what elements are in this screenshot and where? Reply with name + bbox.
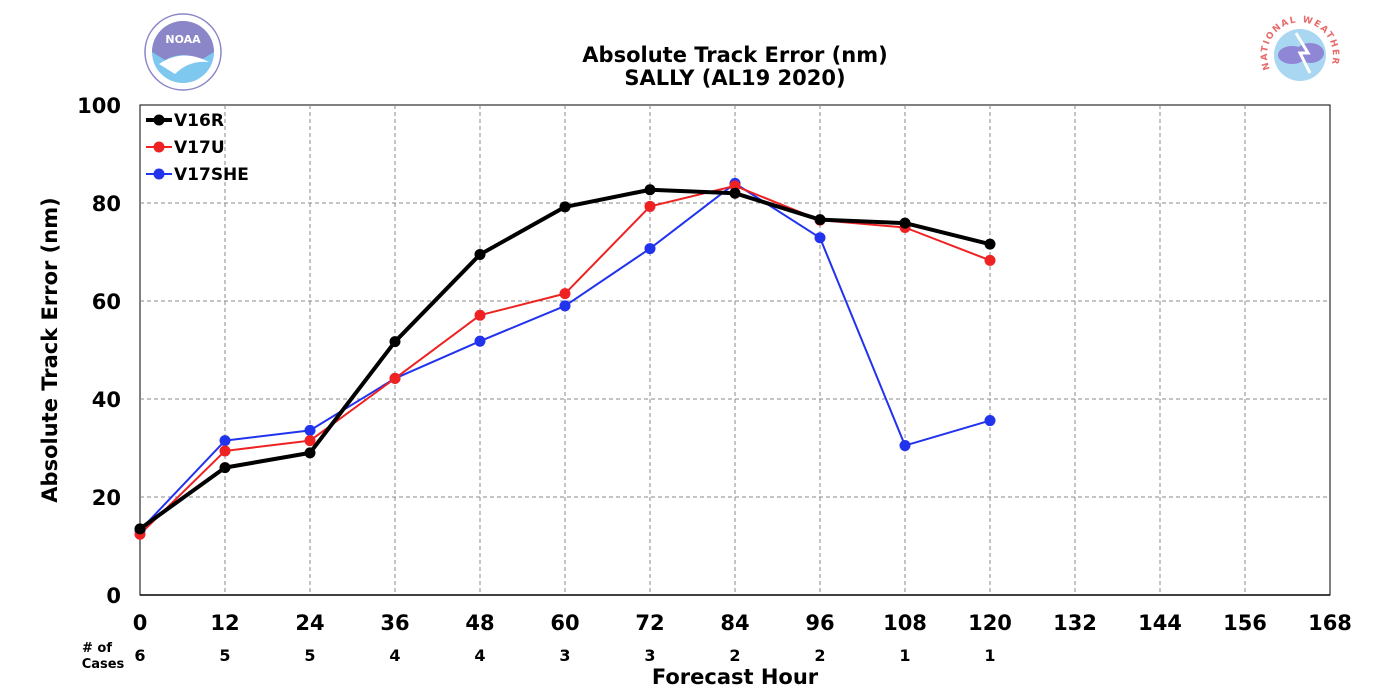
case-count: 3 [559,646,570,665]
legend-swatch-marker [153,141,165,153]
x-tick-label: 120 [968,611,1012,635]
data-point [219,445,231,457]
data-point [814,232,826,244]
x-tick-label: 36 [380,611,409,635]
cases-row: 6 5 5 4 4 3 3 2 2 1 1 [134,646,995,665]
case-count: 1 [899,646,910,665]
data-point [644,243,656,255]
x-axis-label: Forecast Hour [652,665,819,689]
x-tick-label: 144 [1138,611,1182,635]
case-count: 6 [134,646,145,665]
data-point [219,435,231,447]
data-point [984,415,996,427]
data-point [644,184,656,196]
data-point [304,424,316,436]
data-point [219,462,231,474]
data-point [984,238,996,250]
y-tick-label: 100 [77,94,121,118]
data-point [559,288,571,300]
series-v16r [134,184,996,535]
case-count: 3 [644,646,655,665]
data-point [644,200,656,212]
y-axis: 0 20 40 60 80 100 [77,94,121,608]
legend-swatch-marker [153,114,165,126]
legend: V16R V17U V17SHE [146,111,249,185]
data-point [134,523,146,535]
legend-entry-v17u: V17U [146,138,225,158]
x-tick-label: 0 [133,611,148,635]
case-count: 1 [984,646,995,665]
noaa-logo: NOAA [144,13,222,91]
data-point [474,309,486,321]
y-tick-label: 20 [92,486,121,510]
noaa-logo-text: NOAA [165,33,201,46]
y-tick-label: 0 [106,584,121,608]
data-point [389,336,401,348]
case-count: 4 [389,646,400,665]
data-point [984,254,996,266]
data-point [899,440,911,452]
x-tick-label: 84 [720,611,749,635]
data-point [899,217,911,229]
cases-label-line2: Cases [82,657,125,672]
data-point [304,435,316,447]
legend-label: V16R [174,111,224,131]
x-tick-label: 72 [635,611,664,635]
y-tick-label: 80 [92,192,121,216]
series-layer [134,177,996,540]
x-tick-label: 156 [1223,611,1267,635]
x-tick-label: 132 [1053,611,1097,635]
y-axis-label: Absolute Track Error (nm) [38,197,62,502]
x-tick-label: 48 [465,611,494,635]
legend-entry-v16r: V16R [146,111,224,131]
x-axis: 0 12 24 36 48 60 72 84 96 108 120 132 144 156 168 [133,594,1352,635]
data-point [729,187,741,199]
y-tick-label: 60 [92,290,121,314]
case-count: 5 [219,646,230,665]
grid [140,105,1330,595]
chart-title: Absolute Track Error (nm) [582,43,887,67]
chart-subtitle: SALLY (AL19 2020) [624,66,845,90]
x-tick-label: 24 [295,611,324,635]
y-tick-label: 40 [92,388,121,412]
data-point [389,372,401,384]
data-point [474,248,486,260]
legend-swatch-marker [153,168,165,180]
data-point [559,201,571,213]
x-tick-label: 108 [883,611,927,635]
legend-label: V17SHE [174,165,249,185]
data-point [559,300,571,312]
data-point [304,447,316,459]
x-tick-label: 12 [210,611,239,635]
x-tick-label: 60 [550,611,579,635]
nws-logo: NATIONAL WEATHER SERVICE [1260,15,1339,81]
legend-label: V17U [174,138,225,158]
data-point [814,214,826,226]
case-count: 5 [304,646,315,665]
data-point [474,335,486,347]
case-count: 2 [729,646,740,665]
x-tick-label: 96 [805,611,834,635]
case-count: 2 [814,646,825,665]
case-count: 4 [474,646,485,665]
legend-entry-v17she: V17SHE [146,165,249,185]
cases-label-line1: # of [82,641,112,656]
x-tick-label: 168 [1308,611,1352,635]
